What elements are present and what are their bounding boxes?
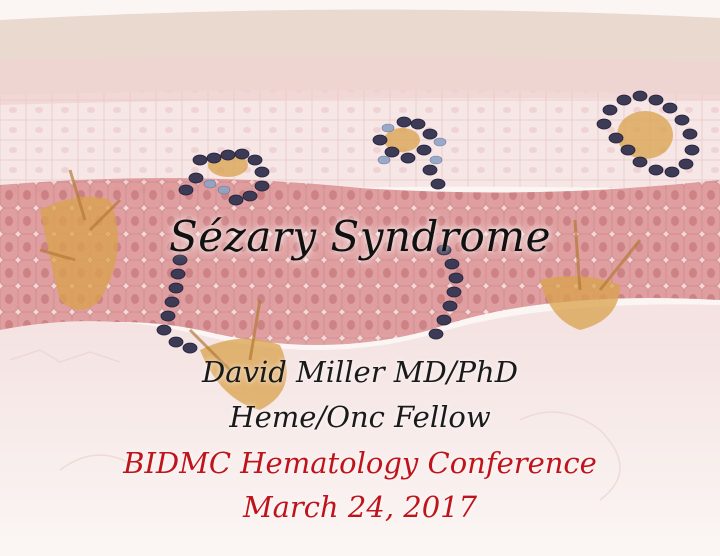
slide-title: Sézary Syndrome bbox=[169, 212, 551, 261]
conference-name: BIDMC Hematology Conference bbox=[123, 446, 597, 480]
presenter-name: David Miller MD/PhD bbox=[202, 355, 518, 389]
presenter-role: Heme/Onc Fellow bbox=[229, 400, 491, 434]
presentation-date: March 24, 2017 bbox=[242, 490, 478, 524]
